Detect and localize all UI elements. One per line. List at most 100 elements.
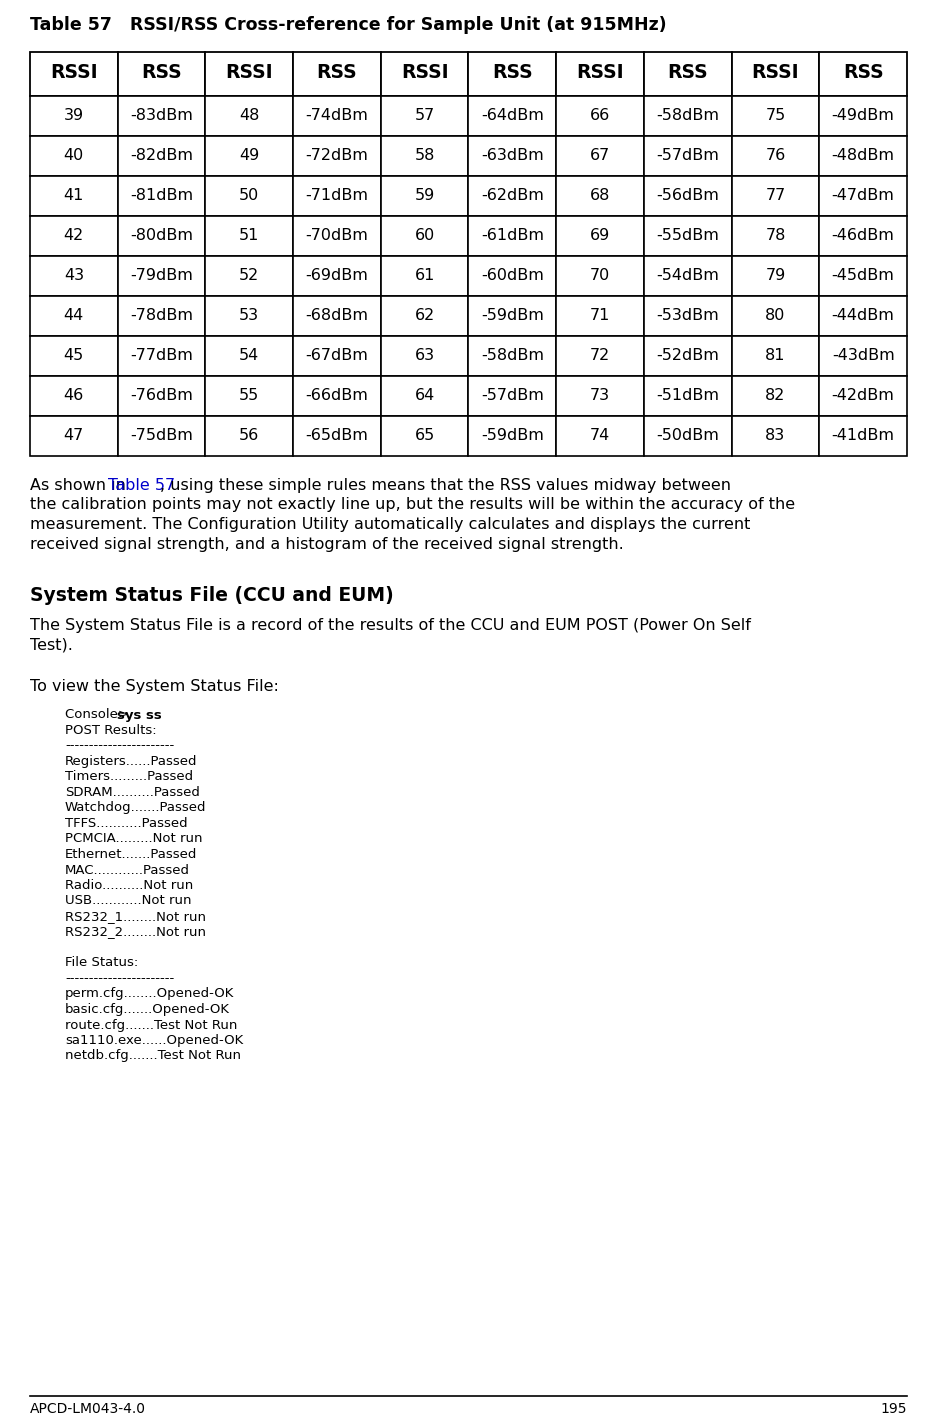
Bar [468, 176, 556, 216]
Bar [643, 376, 731, 416]
Text: -75dBm: -75dBm [130, 427, 193, 443]
Bar [118, 136, 205, 176]
Text: -78dBm: -78dBm [130, 308, 193, 322]
Text: -65dBm: -65dBm [305, 427, 368, 443]
Text: -52dBm: -52dBm [655, 348, 719, 362]
Text: 48: 48 [239, 108, 259, 122]
Bar [643, 53, 731, 96]
Text: -66dBm: -66dBm [305, 387, 368, 403]
Text: sys ss: sys ss [116, 708, 161, 721]
Text: -43dBm: -43dBm [831, 348, 894, 362]
Text: 82: 82 [765, 387, 784, 403]
Bar [731, 297, 818, 336]
Text: -82dBm: -82dBm [130, 148, 193, 163]
Bar [556, 136, 643, 176]
Text: -59dBm: -59dBm [480, 427, 543, 443]
Bar [643, 216, 731, 255]
Text: 68: 68 [590, 187, 609, 203]
Text: basic.cfg.......Opened-OK: basic.cfg.......Opened-OK [65, 1003, 229, 1016]
Text: 71: 71 [590, 308, 609, 322]
Text: 46: 46 [64, 387, 84, 403]
Bar [205, 96, 293, 136]
Bar [556, 216, 643, 255]
Bar [293, 136, 380, 176]
Text: PCMCIA.........Not run: PCMCIA.........Not run [65, 833, 202, 846]
Text: 50: 50 [239, 187, 259, 203]
Bar [118, 255, 205, 297]
Text: -58dBm: -58dBm [655, 108, 719, 122]
Text: -67dBm: -67dBm [305, 348, 368, 362]
Bar [293, 53, 380, 96]
Bar [118, 176, 205, 216]
Bar [556, 53, 643, 96]
Text: -54dBm: -54dBm [655, 268, 719, 282]
Text: -62dBm: -62dBm [480, 187, 543, 203]
Bar [731, 216, 818, 255]
Bar [643, 416, 731, 455]
Text: 57: 57 [414, 108, 434, 122]
Text: 49: 49 [239, 148, 259, 163]
Text: The System Status File is a record of the results of the CCU and EUM POST (Power: The System Status File is a record of th… [30, 619, 750, 633]
Bar [293, 96, 380, 136]
Bar [293, 336, 380, 376]
Bar [468, 297, 556, 336]
Text: 65: 65 [414, 427, 434, 443]
Text: To view the System Status File:: To view the System Status File: [30, 680, 279, 694]
Text: 55: 55 [239, 387, 259, 403]
Text: APCD-LM043-4.0: APCD-LM043-4.0 [30, 1402, 146, 1416]
Bar [468, 255, 556, 297]
Text: Console>: Console> [65, 708, 133, 721]
Bar [731, 416, 818, 455]
Text: -64dBm: -64dBm [480, 108, 543, 122]
Text: -42dBm: -42dBm [831, 387, 894, 403]
Bar [731, 176, 818, 216]
Text: SDRAM..........Passed: SDRAM..........Passed [65, 786, 199, 799]
Text: POST Results:: POST Results: [65, 724, 156, 736]
Bar [380, 297, 468, 336]
Bar [205, 297, 293, 336]
Bar [30, 216, 118, 255]
Text: 60: 60 [414, 227, 434, 243]
Bar [205, 376, 293, 416]
Text: RS232_2........Not run: RS232_2........Not run [65, 925, 206, 938]
Bar [293, 416, 380, 455]
Text: -55dBm: -55dBm [655, 227, 719, 243]
Text: -77dBm: -77dBm [130, 348, 193, 362]
Text: 58: 58 [414, 148, 434, 163]
Bar [118, 53, 205, 96]
Text: As shown in: As shown in [30, 478, 131, 492]
Bar [556, 255, 643, 297]
Bar [30, 297, 118, 336]
Bar [731, 96, 818, 136]
Text: 63: 63 [414, 348, 434, 362]
Bar [205, 336, 293, 376]
Text: 72: 72 [590, 348, 609, 362]
Text: -49dBm: -49dBm [831, 108, 894, 122]
Text: Timers.........Passed: Timers.........Passed [65, 771, 193, 783]
Bar [468, 336, 556, 376]
Bar [556, 416, 643, 455]
Bar [818, 136, 906, 176]
Bar [118, 96, 205, 136]
Bar [380, 53, 468, 96]
Bar [293, 255, 380, 297]
Text: File Status:: File Status: [65, 956, 139, 969]
Bar [205, 136, 293, 176]
Bar [818, 376, 906, 416]
Bar [818, 416, 906, 455]
Bar [643, 255, 731, 297]
Text: 80: 80 [765, 308, 784, 322]
Text: TFFS...........Passed: TFFS...........Passed [65, 817, 187, 830]
Bar [556, 176, 643, 216]
Bar [30, 176, 118, 216]
Bar [205, 216, 293, 255]
Text: -50dBm: -50dBm [655, 427, 719, 443]
Bar [380, 255, 468, 297]
Bar [118, 297, 205, 336]
Text: -58dBm: -58dBm [480, 348, 543, 362]
Bar [30, 255, 118, 297]
Text: 47: 47 [64, 427, 84, 443]
Text: 43: 43 [64, 268, 84, 282]
Text: the calibration points may not exactly line up, but the results will be within t: the calibration points may not exactly l… [30, 498, 795, 512]
Bar [205, 176, 293, 216]
